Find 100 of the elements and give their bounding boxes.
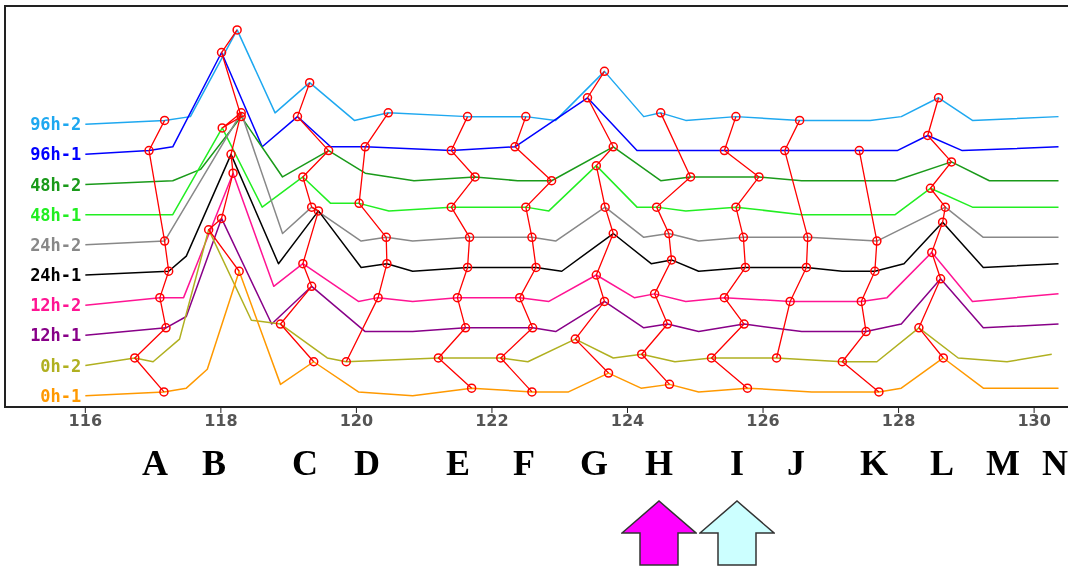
point [874,387,884,397]
point [651,202,662,212]
point [446,145,457,156]
point [739,319,749,329]
point [731,202,741,212]
point [582,93,593,103]
point [306,202,317,212]
point [940,202,951,212]
point [938,353,949,363]
point [570,334,581,344]
series-label: 96h-1 [30,144,82,165]
point [433,353,444,363]
point [719,292,730,303]
point [731,111,741,122]
text: A [142,443,168,483]
point [216,213,227,224]
series-label: 96h-2 [30,114,82,135]
point [510,142,520,152]
series-label: 0h-2 [40,355,82,376]
point [470,172,480,182]
series-label: 48h-2 [30,174,82,195]
point [373,292,383,303]
point [935,274,946,284]
point [599,66,610,77]
text: C [292,443,318,483]
point [837,357,848,367]
point [925,183,936,194]
point [742,383,753,393]
point [306,281,317,292]
point [527,323,538,333]
point [298,258,308,269]
point [531,262,541,273]
point [872,236,882,246]
text: G [579,443,609,483]
x-tick-label: 118 [204,411,238,431]
point [496,353,506,363]
point [163,266,174,276]
series-label: 12h-2 [30,295,82,316]
point [771,353,782,363]
point [323,145,334,156]
point [608,228,619,239]
x-tick-label: 120 [339,411,374,431]
point [655,108,666,118]
point [155,292,165,303]
text: F [513,443,535,483]
point [856,296,867,307]
text: I [729,443,745,483]
point [521,111,531,122]
point [159,236,170,246]
text: B [201,443,227,483]
point [341,357,351,367]
point [383,108,394,118]
text: H [644,443,674,483]
point [464,232,475,243]
point [130,353,140,363]
point [226,149,236,160]
x-tick-label: 122 [475,411,509,431]
point [217,123,227,133]
point [234,266,244,276]
point [159,387,169,397]
point [664,379,675,390]
point [636,349,647,359]
point [666,255,677,265]
point [685,172,696,182]
point [466,383,477,393]
point [521,202,531,212]
point [514,292,525,303]
point [382,258,392,269]
text: K [859,443,889,483]
point [649,289,660,299]
point [546,175,557,186]
point [462,262,473,273]
series-label: 24h-2 [30,234,82,255]
point [870,266,880,276]
x-tick-label: 130 [1017,411,1051,431]
text: J [787,443,805,483]
point [308,357,319,367]
text: D [354,443,380,483]
point [462,111,473,122]
point [706,353,717,363]
point [861,326,871,337]
point [937,217,948,227]
point [144,145,154,156]
point [946,157,957,167]
point [794,115,805,126]
point [275,319,286,329]
point [360,142,370,152]
text: M [986,443,1020,483]
point [599,296,610,307]
x-tick-label: 116 [68,411,103,431]
point [304,77,315,88]
point [203,225,214,235]
point [664,228,674,239]
point [591,160,602,171]
point [292,111,303,122]
point [854,145,865,156]
series-label: 48h-1 [30,204,82,225]
point [591,270,602,280]
point [460,323,471,333]
series-label: 0h-1 [40,385,82,406]
